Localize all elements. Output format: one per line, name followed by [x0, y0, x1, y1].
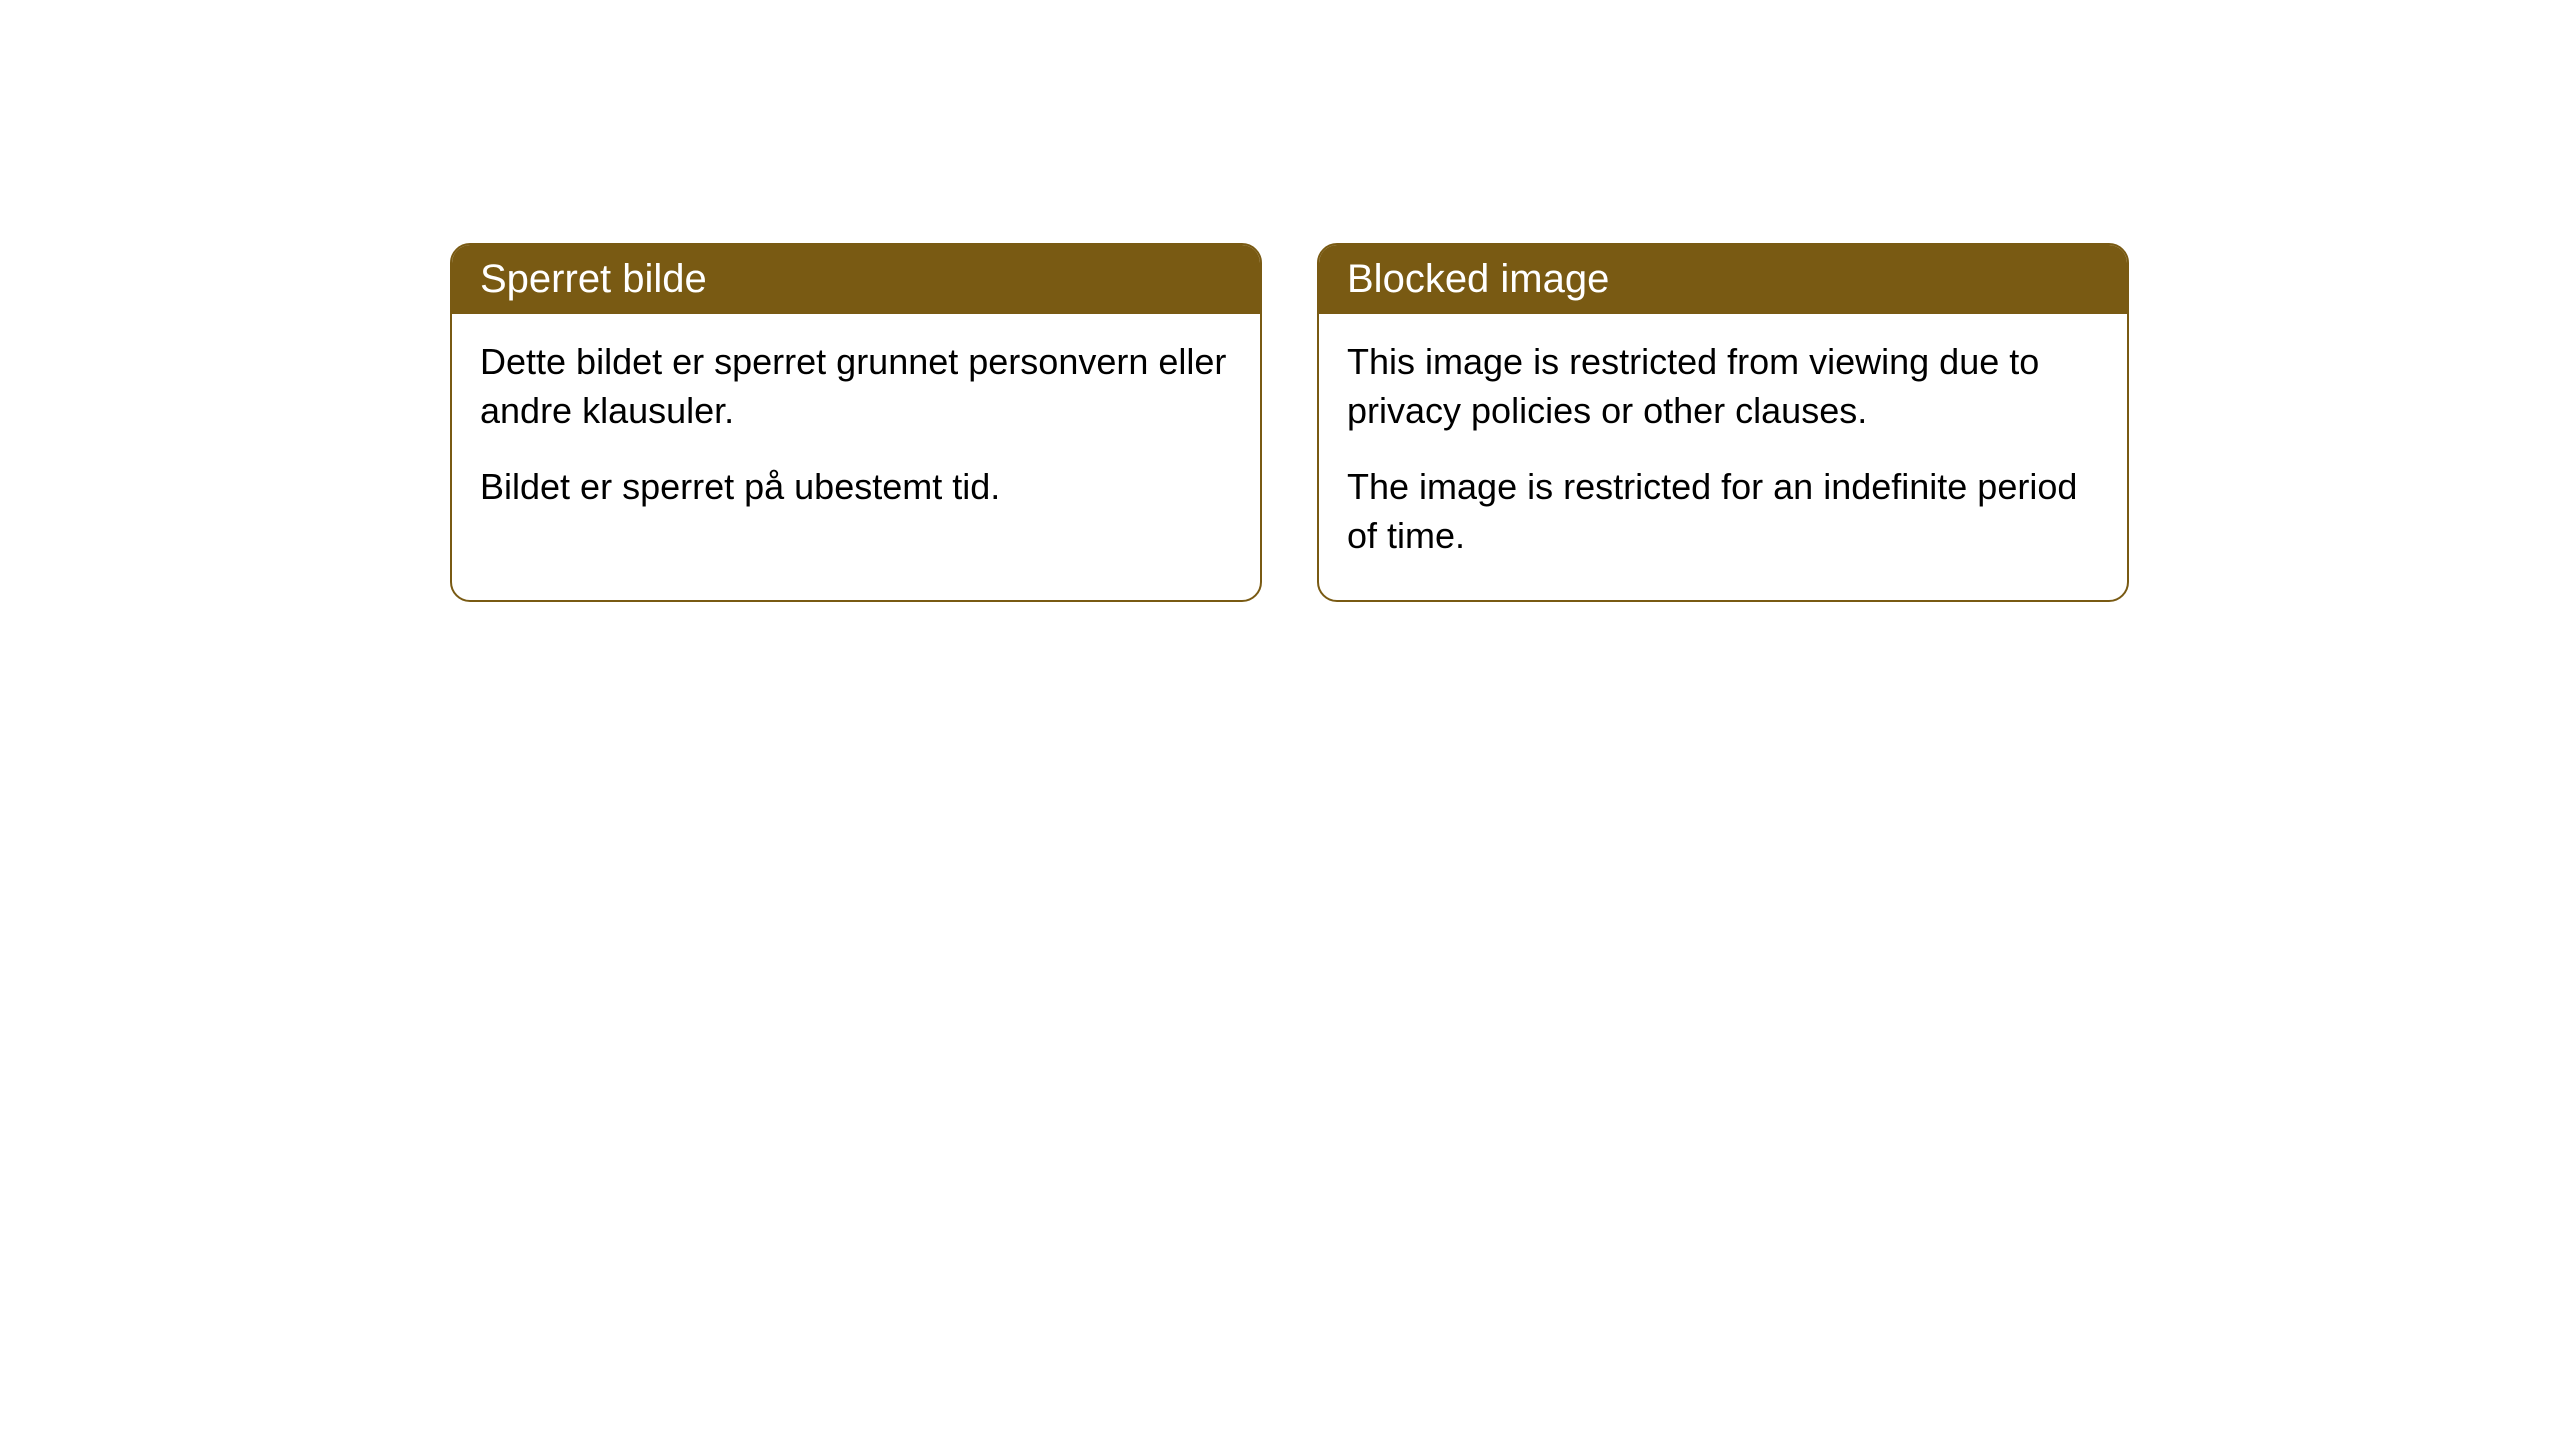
card-body: Dette bildet er sperret grunnet personve…	[452, 314, 1260, 552]
card-paragraph-2: Bildet er sperret på ubestemt tid.	[480, 463, 1232, 512]
card-paragraph-1: This image is restricted from viewing du…	[1347, 338, 2099, 435]
card-body: This image is restricted from viewing du…	[1319, 314, 2127, 600]
card-paragraph-1: Dette bildet er sperret grunnet personve…	[480, 338, 1232, 435]
notice-container: Sperret bilde Dette bildet er sperret gr…	[450, 243, 2129, 602]
card-header: Blocked image	[1319, 245, 2127, 314]
card-paragraph-2: The image is restricted for an indefinit…	[1347, 463, 2099, 560]
notice-card-english: Blocked image This image is restricted f…	[1317, 243, 2129, 602]
card-title: Sperret bilde	[480, 257, 707, 301]
notice-card-norwegian: Sperret bilde Dette bildet er sperret gr…	[450, 243, 1262, 602]
card-title: Blocked image	[1347, 257, 1609, 301]
card-header: Sperret bilde	[452, 245, 1260, 314]
